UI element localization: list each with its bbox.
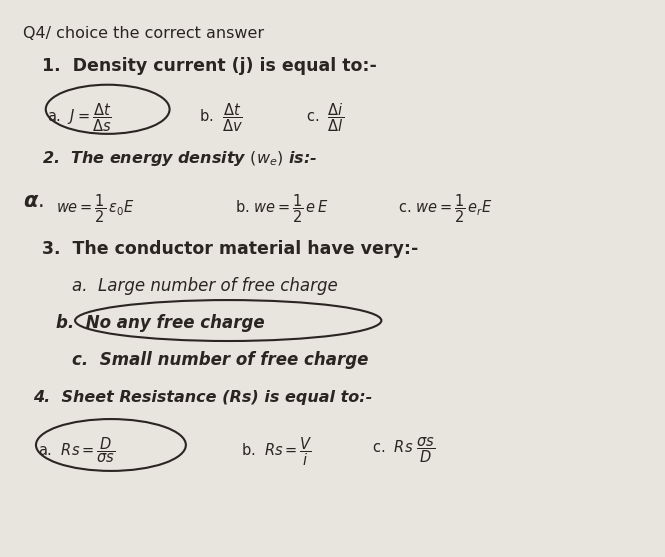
Text: Q4/ choice the correct answer: Q4/ choice the correct answer: [23, 26, 264, 41]
Text: $we = \dfrac{1}{2}\,\varepsilon_0 E$: $we = \dfrac{1}{2}\,\varepsilon_0 E$: [56, 192, 134, 225]
Text: c.  $Rs\ \dfrac{\sigma s}{D}$: c. $Rs\ \dfrac{\sigma s}{D}$: [372, 436, 435, 465]
Text: b.  $Rs = \dfrac{V}{i}$: b. $Rs = \dfrac{V}{i}$: [241, 436, 313, 468]
Text: 4.  Sheet Resistance (Rs) is equal to:-: 4. Sheet Resistance (Rs) is equal to:-: [33, 390, 372, 405]
Text: b.  $\dfrac{\Delta t}{\Delta v}$: b. $\dfrac{\Delta t}{\Delta v}$: [199, 101, 243, 134]
Text: 1.  Density current (j) is equal to:-: 1. Density current (j) is equal to:-: [43, 57, 377, 75]
Text: c.  $\dfrac{\Delta i}{\Delta l}$: c. $\dfrac{\Delta i}{\Delta l}$: [307, 101, 344, 134]
Text: c.  Small number of free charge: c. Small number of free charge: [72, 350, 368, 369]
Text: 3.  The conductor material have very:-: 3. The conductor material have very:-: [43, 240, 419, 258]
Text: $\boldsymbol{\alpha}$.: $\boldsymbol{\alpha}$.: [23, 191, 44, 211]
Text: 2.  The energy density $(w_e)$ is:-: 2. The energy density $(w_e)$ is:-: [43, 149, 318, 168]
Text: a.  $J=\dfrac{\Delta t}{\Delta s}$: a. $J=\dfrac{\Delta t}{\Delta s}$: [47, 101, 112, 134]
Text: b.  No any free charge: b. No any free charge: [56, 314, 264, 332]
Text: a.  Large number of free charge: a. Large number of free charge: [72, 277, 338, 295]
Text: b. $we = \dfrac{1}{2}\,e\,E$: b. $we = \dfrac{1}{2}\,e\,E$: [235, 192, 329, 225]
Text: a.  $Rs = \dfrac{D}{\sigma s}$: a. $Rs = \dfrac{D}{\sigma s}$: [38, 436, 116, 465]
Text: c. $we = \dfrac{1}{2}\,e_r E$: c. $we = \dfrac{1}{2}\,e_r E$: [398, 192, 492, 225]
